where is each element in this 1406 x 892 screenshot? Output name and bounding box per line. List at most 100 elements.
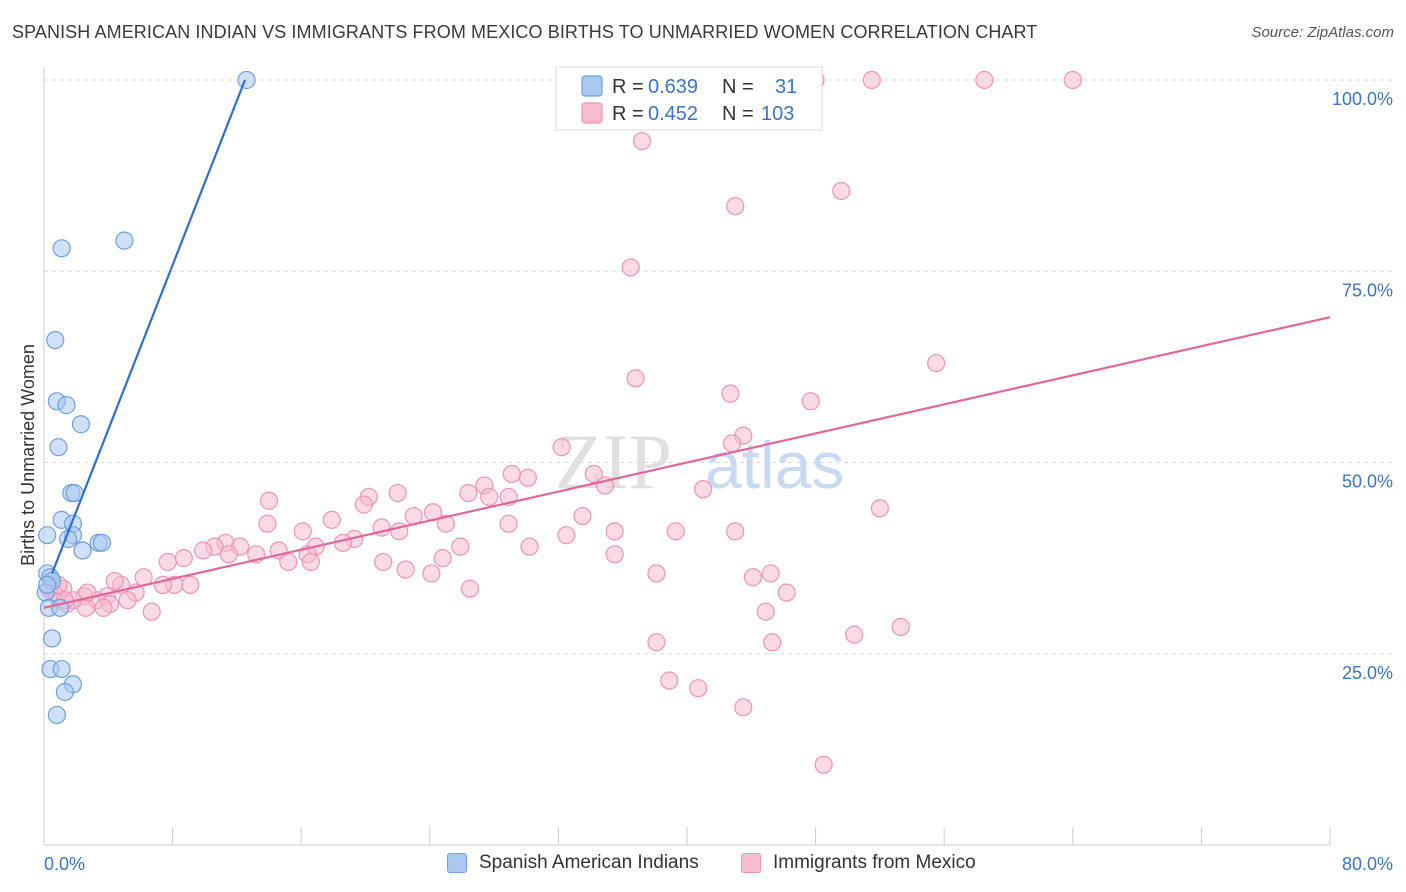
y-tick-label-50: 50.0% — [1342, 472, 1393, 492]
data-point — [422, 564, 441, 583]
data-point — [460, 579, 480, 598]
series-immigrants-from-mexico — [39, 70, 1082, 774]
data-point — [480, 487, 499, 507]
data-point — [862, 70, 881, 90]
data-point — [726, 197, 745, 216]
data-point — [689, 679, 708, 698]
trend-line-blue — [51, 79, 246, 574]
data-point — [552, 438, 571, 457]
legend-r-label-pink: R = — [612, 103, 644, 125]
data-point — [322, 510, 341, 529]
data-point — [734, 698, 753, 717]
data-point — [499, 514, 518, 533]
grid-lines: 25.0% 50.0% 75.0% 100.0% — [44, 79, 1393, 683]
axes — [43, 68, 1331, 846]
data-point — [927, 353, 946, 373]
data-point — [891, 617, 910, 637]
watermark: ZIP atlas — [555, 418, 844, 505]
data-point — [1063, 70, 1082, 90]
data-point — [459, 484, 478, 503]
legend-r-value-pink: 0.452 — [648, 103, 698, 125]
data-point — [870, 499, 890, 518]
data-point — [259, 491, 279, 510]
data-point — [975, 70, 994, 90]
data-point — [181, 575, 200, 595]
y-axis-label: Births to Unmarried Women — [18, 344, 38, 566]
data-point — [436, 514, 455, 533]
y-tick-label-25: 25.0% — [1342, 663, 1393, 683]
legend-n-value-pink: 103 — [761, 103, 794, 125]
legend-swatch-blue — [581, 75, 603, 97]
data-point — [605, 522, 624, 541]
trend-lines — [43, 79, 1331, 609]
data-point — [219, 545, 238, 564]
legend-label-spanish-american-indians: Spanish American Indians — [479, 852, 699, 873]
data-point — [632, 132, 652, 151]
data-point — [756, 602, 775, 621]
data-point — [38, 526, 57, 545]
data-point — [47, 705, 66, 725]
data-point — [142, 602, 161, 621]
data-point — [763, 633, 782, 652]
data-point — [194, 541, 213, 560]
stats-legend: R = 0.639 N = 31 R = 0.452 N = 103 — [555, 66, 823, 131]
data-point — [845, 625, 864, 644]
data-point — [647, 633, 666, 652]
data-point — [118, 591, 137, 610]
data-point — [647, 564, 666, 583]
data-point — [333, 533, 353, 552]
series-spanish-american-indians — [36, 70, 256, 725]
legend-label-immigrants-from-mexico: Immigrants from Mexico — [773, 852, 976, 873]
data-point — [726, 522, 745, 541]
x-tick-max: 80.0% — [1342, 854, 1393, 874]
y-tick-label-100: 100.0% — [1332, 89, 1393, 109]
data-point — [721, 384, 740, 403]
data-point — [433, 549, 452, 568]
legend-n-value-blue: 31 — [775, 76, 797, 98]
legend-r-label-blue: R = — [612, 76, 644, 98]
data-point — [92, 533, 111, 552]
legend-swatch-immigrants-from-mexico — [741, 853, 761, 873]
data-point — [94, 598, 113, 617]
data-point — [174, 549, 193, 568]
legend-item-immigrants-from-mexico: Immigrants from Mexico — [741, 852, 976, 874]
data-point — [301, 552, 320, 572]
legend-n-label-blue: N = — [722, 76, 754, 98]
data-point — [354, 495, 373, 514]
data-point — [761, 564, 780, 583]
chart-title: SPANISH AMERICAN INDIAN VS IMMIGRANTS FR… — [12, 22, 1038, 42]
source-label: Source: ZipAtlas.com — [1251, 24, 1394, 41]
legend-swatch-pink — [581, 102, 603, 124]
data-point — [502, 464, 521, 484]
data-point — [258, 514, 277, 533]
data-point — [38, 575, 57, 595]
data-point — [42, 629, 62, 648]
data-point — [115, 231, 134, 250]
data-point — [660, 671, 679, 690]
data-point — [73, 541, 92, 560]
data-point — [814, 755, 833, 774]
legend-swatch-spanish-american-indians — [447, 853, 467, 873]
data-point — [722, 434, 742, 453]
trend-line-pink — [43, 316, 1331, 609]
data-point — [49, 438, 68, 457]
legend-item-spanish-american-indians: Spanish American Indians — [447, 852, 699, 874]
data-point — [573, 506, 592, 526]
watermark-zip: ZIP — [555, 418, 672, 505]
data-point — [46, 331, 65, 350]
data-point — [801, 392, 820, 411]
data-point — [777, 583, 796, 602]
data-point — [557, 526, 576, 545]
data-point — [57, 396, 76, 415]
data-point — [52, 239, 71, 258]
legend-r-value-blue: 0.639 — [648, 76, 698, 98]
data-point — [279, 552, 298, 572]
data-point — [605, 545, 624, 564]
data-point — [55, 682, 74, 702]
data-point — [105, 571, 124, 591]
data-point — [451, 537, 470, 556]
data-point — [52, 659, 71, 679]
data-point — [374, 552, 393, 572]
data-point — [693, 480, 713, 499]
